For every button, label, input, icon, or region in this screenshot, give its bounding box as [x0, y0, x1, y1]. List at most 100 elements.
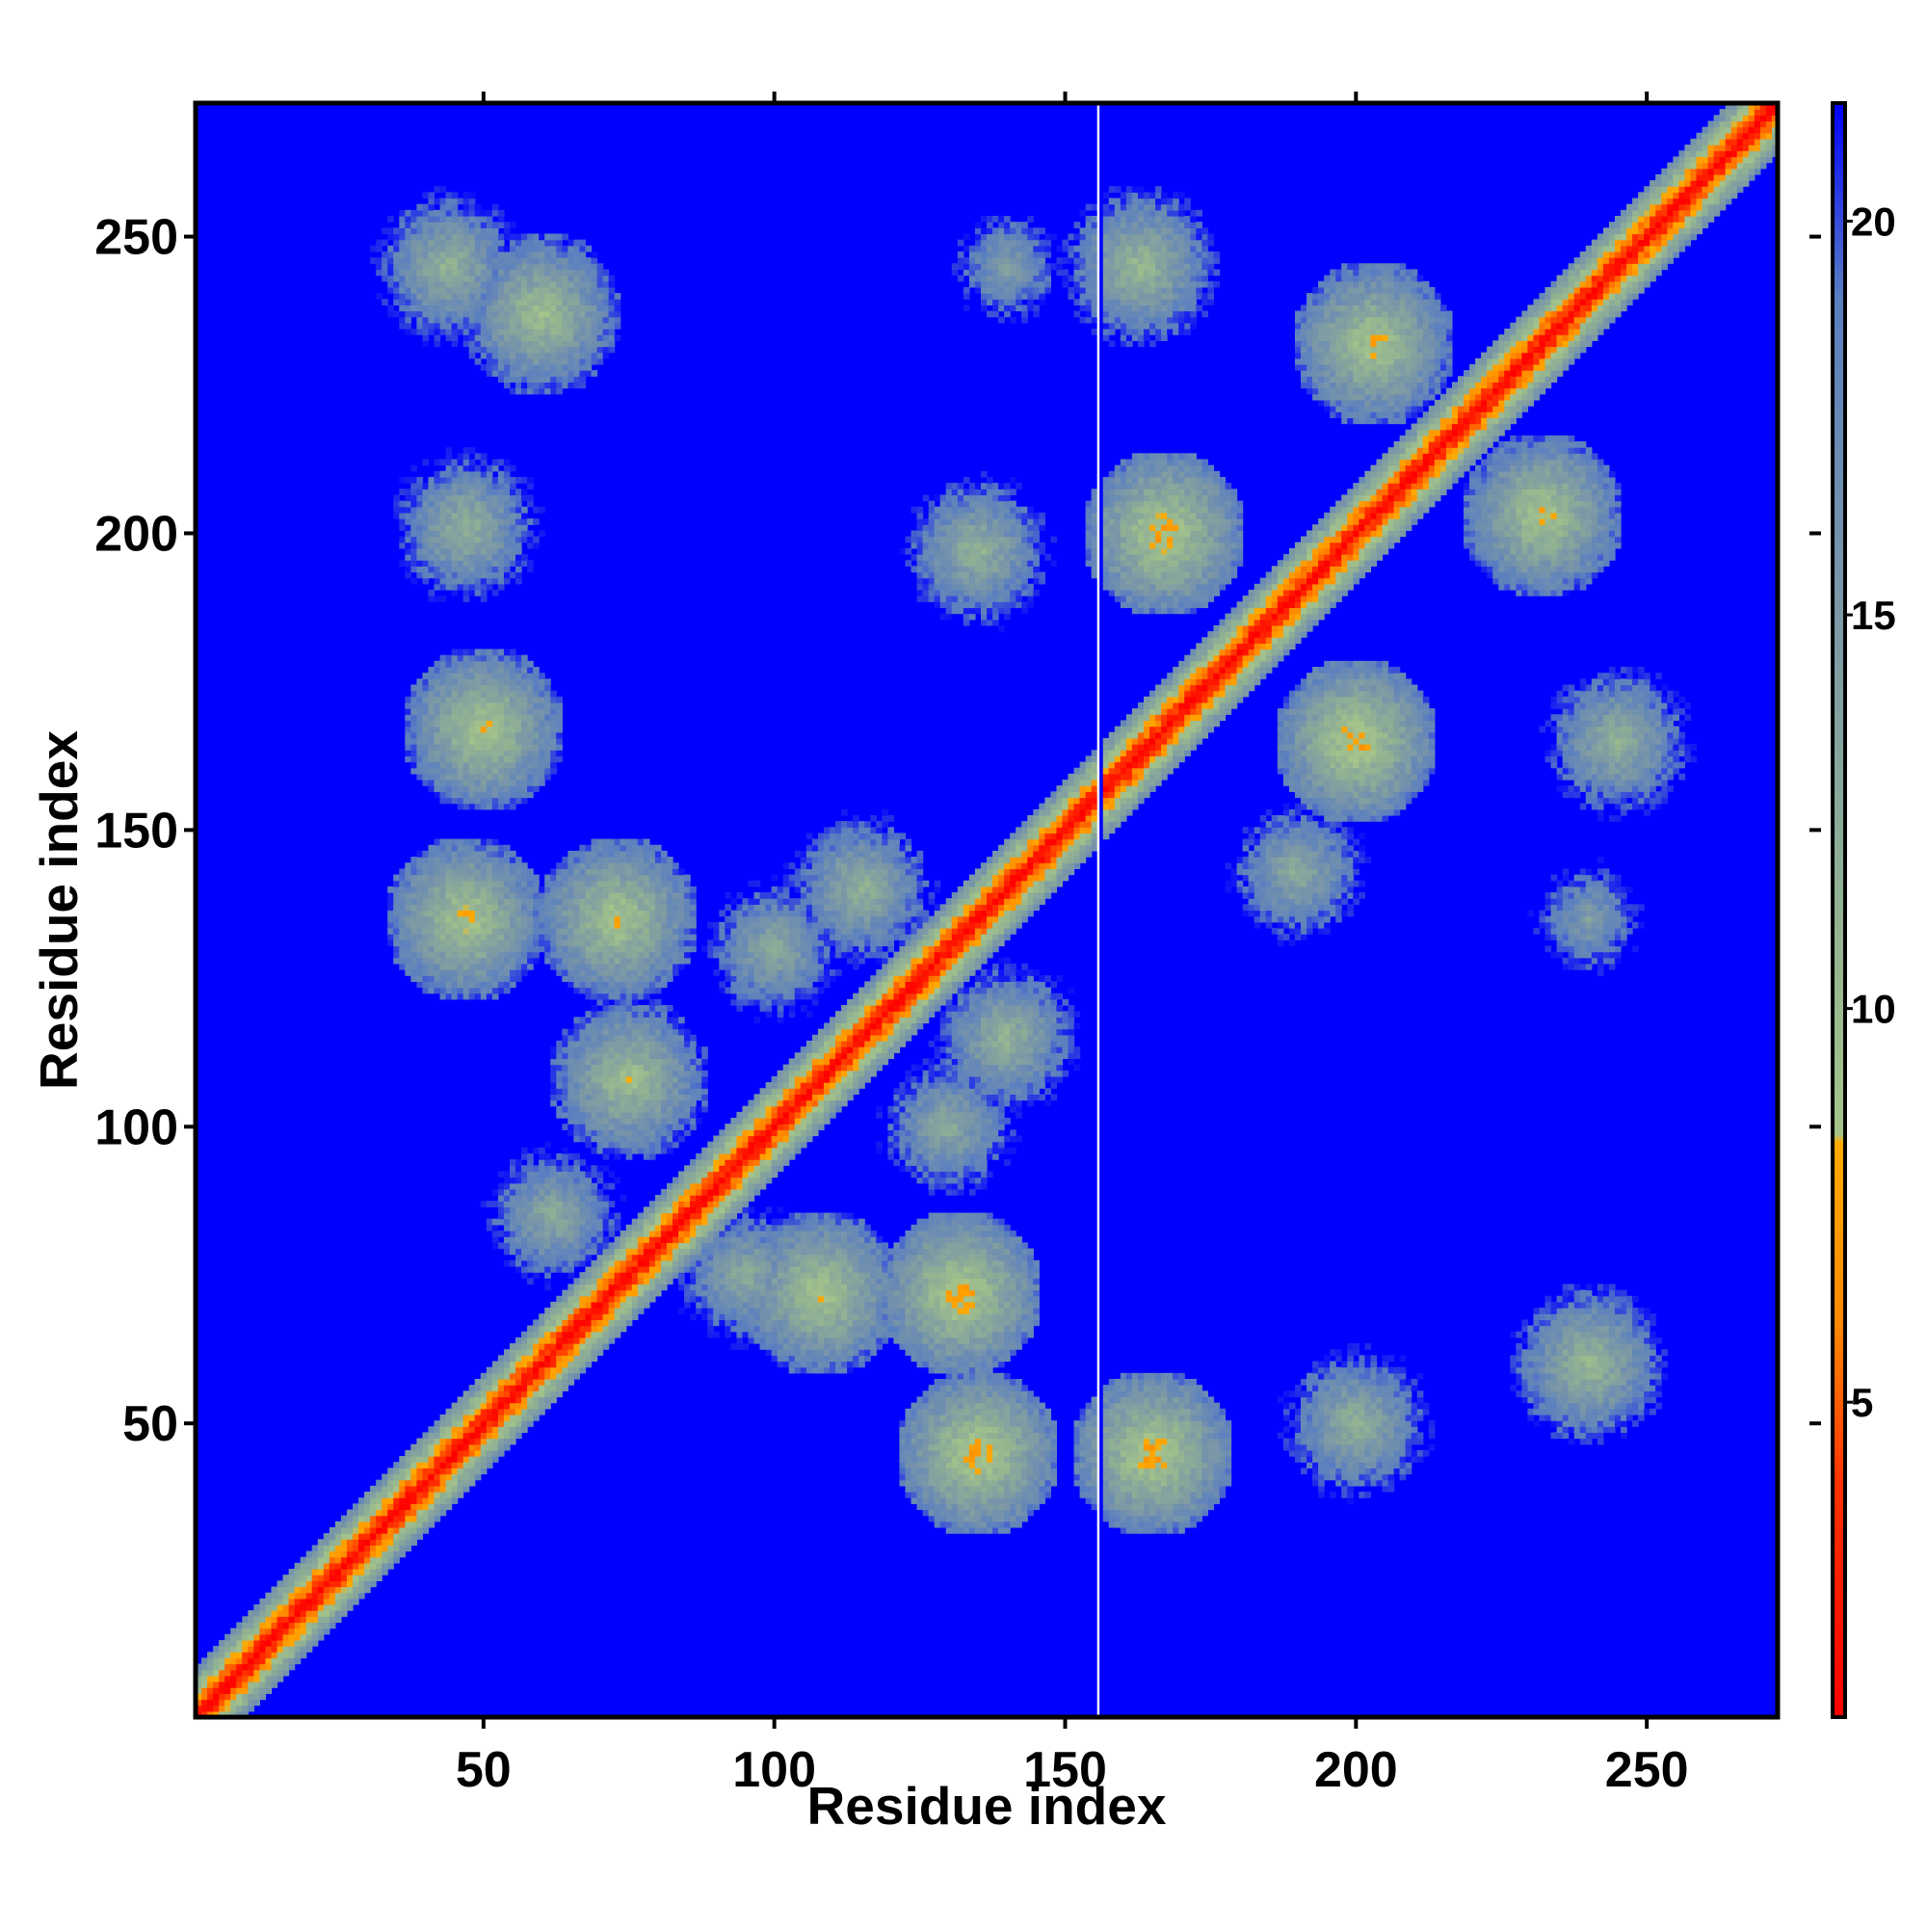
heatmap-cell	[620, 963, 627, 970]
heatmap-cell	[614, 1212, 621, 1220]
heatmap-cell	[451, 868, 459, 876]
heatmap-cell	[527, 886, 534, 893]
heatmap-cell	[486, 1438, 493, 1445]
heatmap-cell	[410, 566, 417, 573]
heatmap-cell	[631, 975, 639, 982]
heatmap-cell	[550, 910, 557, 917]
heatmap-cell	[521, 910, 528, 917]
heatmap-cell	[614, 304, 621, 312]
heatmap-cell	[620, 1052, 627, 1060]
heatmap-cell	[213, 1675, 220, 1682]
heatmap-cell	[608, 1182, 616, 1190]
heatmap-cell	[439, 577, 447, 585]
heatmap-cell	[527, 750, 534, 756]
heatmap-cell	[445, 667, 453, 674]
heatmap-cell	[585, 1224, 593, 1231]
heatmap-cell	[393, 293, 400, 300]
heatmap-cell	[568, 981, 574, 989]
heatmap-cell	[486, 1201, 493, 1208]
heatmap-cell	[491, 975, 499, 982]
heatmap-cell	[422, 192, 430, 199]
heatmap-cell	[591, 934, 598, 940]
heatmap-cell	[393, 1556, 400, 1564]
heatmap-cell	[491, 1242, 499, 1250]
heatmap-cell	[311, 1622, 319, 1629]
heatmap-cell	[544, 251, 551, 258]
heatmap-cell	[265, 1652, 273, 1659]
heatmap-cell	[317, 1622, 325, 1629]
heatmap-cell	[515, 684, 522, 692]
heatmap-cell	[527, 251, 534, 258]
heatmap-cell	[503, 886, 511, 893]
heatmap-cell	[637, 1105, 645, 1113]
heatmap-cell	[556, 310, 563, 318]
heatmap-cell	[533, 678, 540, 686]
heatmap-cell	[445, 850, 453, 858]
heatmap-cell	[602, 310, 610, 318]
heatmap-cell	[550, 280, 557, 288]
heatmap-cell	[370, 1539, 377, 1547]
heatmap-cell	[468, 209, 476, 217]
heatmap-cell	[462, 524, 470, 531]
heatmap-cell	[370, 1550, 377, 1558]
heatmap-cell	[550, 1218, 557, 1226]
heatmap-cell	[591, 880, 598, 887]
heatmap-cell	[376, 1526, 383, 1534]
heatmap-cell	[539, 322, 545, 330]
heatmap-cell	[596, 1278, 604, 1285]
heatmap-cell	[591, 1040, 598, 1047]
heatmap-cell	[539, 773, 545, 781]
heatmap-cell	[428, 227, 436, 235]
heatmap-cell	[311, 1556, 319, 1564]
heatmap-cell	[265, 1675, 273, 1682]
heatmap-cell	[445, 797, 453, 805]
heatmap-cell	[503, 708, 511, 715]
heatmap-cell	[468, 233, 476, 241]
heatmap-cell	[625, 957, 633, 965]
heatmap-cell	[602, 1201, 610, 1208]
heatmap-cell	[491, 1218, 499, 1226]
heatmap-cell	[515, 660, 522, 668]
heatmap-cell	[568, 857, 574, 863]
heatmap-cell	[445, 1491, 453, 1498]
heatmap-cell	[509, 1201, 516, 1208]
heatmap-cell	[573, 892, 581, 899]
heatmap-cell	[323, 1569, 330, 1575]
heatmap-cell	[515, 310, 522, 318]
heatmap-cell	[509, 571, 516, 579]
heatmap-cell	[497, 708, 505, 715]
heatmap-cell	[346, 1515, 354, 1522]
heatmap-cell	[568, 304, 574, 312]
heatmap-cell	[416, 560, 424, 567]
heatmap-cell	[416, 678, 424, 686]
heatmap-cell	[422, 1491, 430, 1498]
heatmap-cell	[631, 880, 639, 887]
heatmap-cell	[416, 293, 424, 300]
heatmap-cell	[591, 352, 598, 359]
heatmap-cell	[358, 1586, 365, 1594]
heatmap-cell	[428, 554, 436, 561]
heatmap-cell	[439, 969, 447, 976]
heatmap-cell	[468, 500, 476, 508]
heatmap-cell	[434, 476, 441, 484]
heatmap-cell	[568, 1152, 574, 1160]
heatmap-cell	[451, 992, 459, 1000]
heatmap-cell	[410, 518, 417, 525]
heatmap-cell	[625, 1308, 633, 1314]
heatmap-cell	[544, 886, 551, 893]
heatmap-cell	[445, 1503, 453, 1511]
heatmap-cell	[451, 963, 459, 970]
heatmap-cell	[521, 489, 528, 496]
heatmap-cell	[562, 874, 568, 882]
heatmap-cell	[591, 1118, 598, 1125]
heatmap-cell	[515, 334, 522, 341]
heatmap-cell	[550, 316, 557, 324]
heatmap-cell	[503, 785, 511, 792]
heatmap-cell	[591, 1355, 598, 1363]
heatmap-cell	[608, 1105, 616, 1113]
heatmap-cell	[509, 1426, 516, 1434]
heatmap-cell	[480, 524, 488, 531]
heatmap-cell	[300, 1652, 307, 1659]
heatmap-cell	[445, 731, 453, 739]
heatmap-cell	[620, 934, 627, 940]
